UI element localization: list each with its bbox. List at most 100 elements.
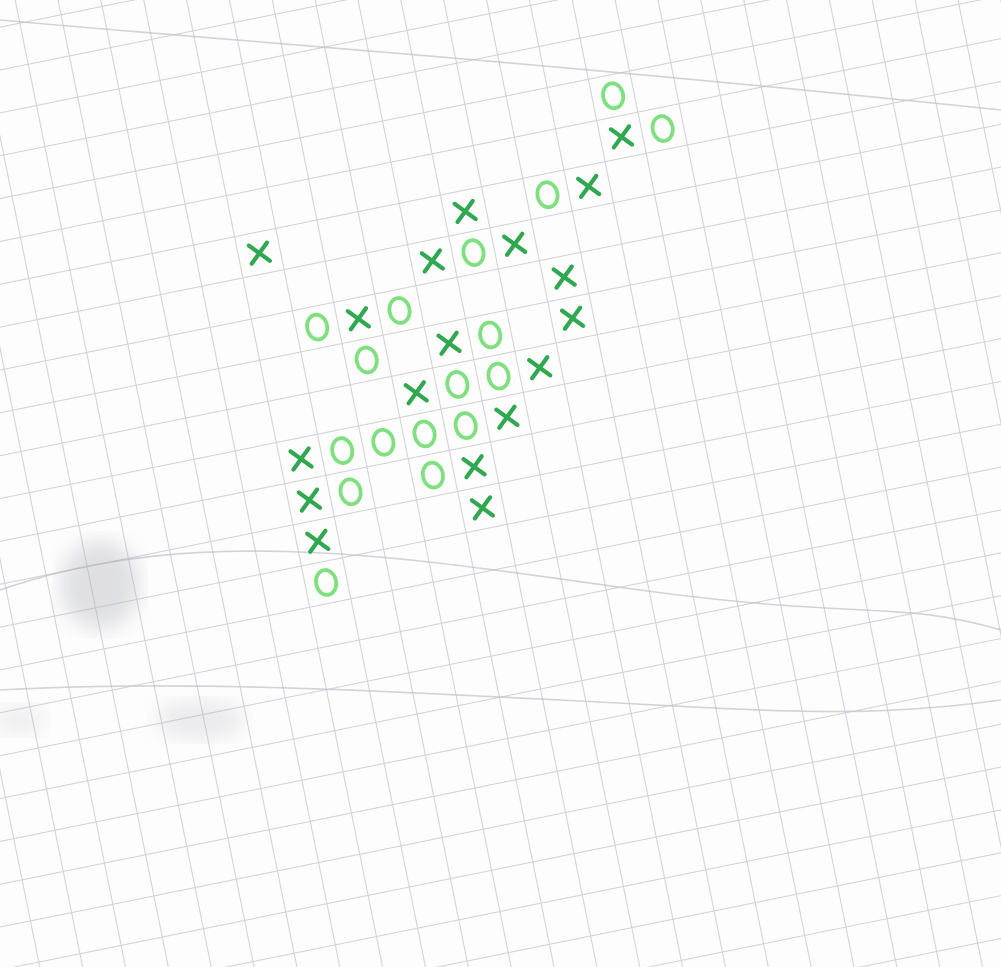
o-stroke bbox=[445, 370, 470, 399]
o-mark[interactable] bbox=[420, 460, 446, 490]
pencil-smudge bbox=[155, 700, 245, 740]
o-stroke bbox=[650, 114, 675, 143]
grid-line-vertical bbox=[228, 0, 427, 967]
grid-line-vertical bbox=[657, 0, 855, 967]
x-stroke bbox=[348, 306, 369, 332]
o-stroke bbox=[486, 361, 511, 391]
x-stroke bbox=[308, 528, 328, 554]
x-mark[interactable] bbox=[461, 454, 487, 480]
o-mark[interactable] bbox=[445, 370, 470, 399]
grid-line-horizontal bbox=[0, 466, 1001, 671]
grid-line-vertical bbox=[743, 0, 941, 967]
x-stroke bbox=[439, 330, 459, 356]
o-mark[interactable] bbox=[478, 320, 503, 350]
o-mark[interactable] bbox=[305, 312, 330, 342]
grid-line-horizontal bbox=[0, 680, 1001, 885]
o-stroke bbox=[461, 238, 486, 267]
o-mark[interactable] bbox=[453, 411, 478, 440]
grid-line-vertical bbox=[571, 0, 769, 967]
o-stroke bbox=[478, 320, 503, 350]
grid-line-vertical bbox=[957, 0, 1001, 216]
x-mark[interactable] bbox=[419, 248, 445, 274]
o-stroke bbox=[412, 419, 437, 449]
x-stroke bbox=[504, 231, 525, 257]
x-mark[interactable] bbox=[288, 446, 314, 472]
o-stroke bbox=[535, 180, 560, 210]
grid-line-horizontal bbox=[0, 209, 1001, 414]
grid-line-vertical bbox=[443, 0, 641, 967]
o-mark[interactable] bbox=[330, 436, 355, 465]
grid-line-vertical bbox=[0, 133, 169, 967]
x-mark[interactable] bbox=[469, 495, 496, 521]
x-mark[interactable] bbox=[559, 305, 586, 331]
x-stroke bbox=[455, 198, 475, 225]
grid-line-horizontal bbox=[0, 552, 1001, 757]
x-mark[interactable] bbox=[494, 404, 520, 430]
o-stroke bbox=[387, 296, 412, 325]
x-stroke bbox=[611, 124, 632, 150]
x-mark[interactable] bbox=[576, 173, 602, 200]
x-mark[interactable] bbox=[345, 306, 371, 332]
o-mark[interactable] bbox=[535, 180, 560, 210]
pencil-smudge bbox=[60, 540, 140, 630]
grid-line-horizontal bbox=[0, 723, 1001, 928]
o-stroke bbox=[330, 436, 355, 465]
o-mark[interactable] bbox=[371, 427, 396, 457]
x-mark[interactable] bbox=[246, 240, 272, 266]
grid-line-vertical bbox=[828, 0, 1001, 850]
grid-line-vertical bbox=[143, 0, 341, 967]
x-mark[interactable] bbox=[502, 231, 528, 257]
o-stroke bbox=[314, 568, 339, 597]
x-mark[interactable] bbox=[403, 380, 429, 406]
o-mark[interactable] bbox=[412, 419, 437, 449]
x-mark[interactable] bbox=[551, 264, 577, 290]
grid-line-vertical bbox=[314, 0, 512, 967]
grid-line-vertical bbox=[271, 0, 469, 967]
x-stroke bbox=[578, 173, 599, 200]
x-stroke bbox=[249, 240, 270, 266]
grid-line-horizontal bbox=[0, 252, 1001, 457]
paper-crease bbox=[0, 685, 1001, 713]
grid-line-vertical bbox=[400, 0, 598, 967]
x-mark[interactable] bbox=[527, 355, 553, 381]
grid-line-horizontal bbox=[0, 423, 1001, 628]
grid-line-horizontal bbox=[0, 595, 1001, 800]
o-mark[interactable] bbox=[314, 568, 339, 597]
o-stroke bbox=[354, 345, 379, 375]
x-stroke bbox=[406, 380, 426, 406]
o-stroke bbox=[371, 427, 396, 457]
grid-line-horizontal bbox=[0, 0, 772, 157]
x-mark[interactable] bbox=[608, 124, 635, 150]
o-mark[interactable] bbox=[650, 114, 675, 143]
o-mark[interactable] bbox=[461, 238, 486, 267]
grid-line-vertical bbox=[614, 0, 812, 967]
x-stroke bbox=[554, 264, 574, 290]
x-mark[interactable] bbox=[305, 528, 331, 554]
x-mark[interactable] bbox=[296, 487, 323, 513]
grid-line-vertical bbox=[186, 0, 384, 967]
x-mark[interactable] bbox=[452, 198, 478, 225]
x-stroke bbox=[291, 446, 311, 472]
o-mark[interactable] bbox=[486, 361, 511, 391]
grid-line-horizontal bbox=[223, 809, 1001, 967]
x-stroke bbox=[497, 404, 517, 430]
o-mark[interactable] bbox=[338, 477, 363, 507]
o-mark[interactable] bbox=[601, 81, 626, 111]
grid-line-vertical bbox=[700, 0, 898, 967]
x-stroke bbox=[422, 248, 443, 274]
o-mark[interactable] bbox=[387, 296, 412, 325]
o-stroke bbox=[305, 312, 330, 342]
grid-line-vertical bbox=[14, 0, 212, 967]
o-stroke bbox=[420, 460, 445, 490]
grid-line-horizontal bbox=[11, 766, 1001, 967]
o-stroke bbox=[453, 411, 478, 440]
grid-line-horizontal bbox=[0, 637, 1001, 842]
o-mark[interactable] bbox=[354, 345, 379, 375]
x-stroke bbox=[562, 305, 583, 331]
grid-line-vertical bbox=[486, 0, 684, 967]
grid-line-vertical bbox=[100, 0, 298, 967]
x-mark[interactable] bbox=[436, 330, 462, 356]
grid-line-horizontal bbox=[0, 166, 1001, 371]
